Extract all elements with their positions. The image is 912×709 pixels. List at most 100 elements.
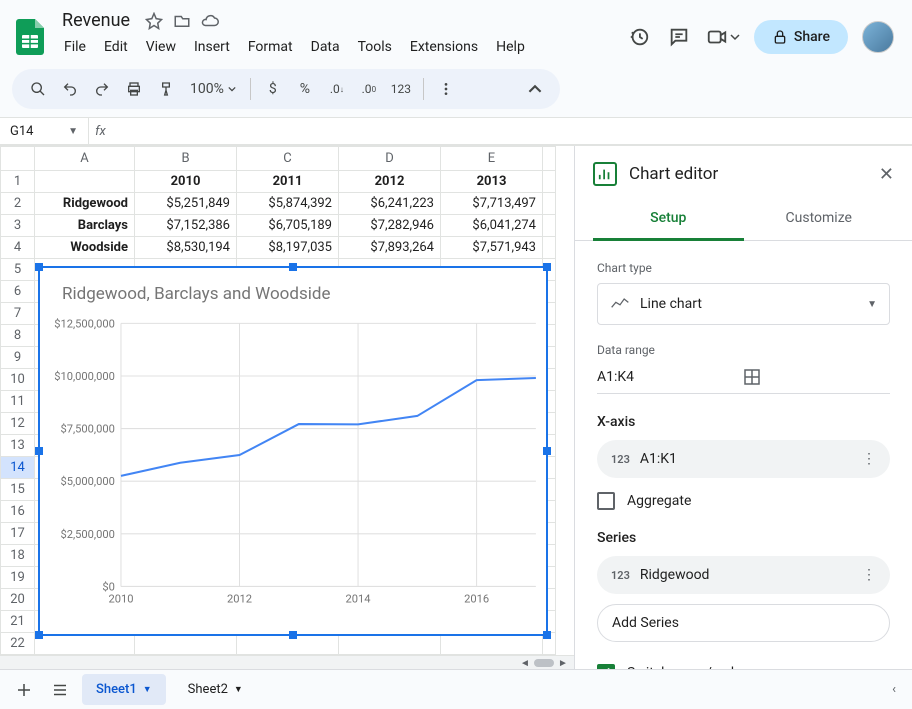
history-icon[interactable]	[626, 24, 652, 50]
row-header[interactable]: 20	[1, 589, 35, 611]
sheet-nav-left-icon[interactable]: ‹	[886, 682, 902, 697]
row-header[interactable]: 17	[1, 523, 35, 545]
number-format[interactable]: 123	[387, 75, 415, 103]
search-icon[interactable]	[24, 75, 52, 103]
cell[interactable]: $7,282,946	[339, 215, 441, 237]
menu-format[interactable]: Format	[240, 35, 301, 59]
col-header[interactable]: A	[35, 147, 135, 171]
select-range-icon[interactable]	[744, 369, 891, 385]
cloud-icon[interactable]	[200, 11, 220, 31]
row-header[interactable]: 21	[1, 611, 35, 633]
collapse-toolbar-icon[interactable]	[522, 82, 548, 96]
paint-format-icon[interactable]	[152, 75, 180, 103]
currency-icon[interactable]: $	[259, 75, 287, 103]
increase-decimal-icon[interactable]: .00	[355, 75, 383, 103]
row-header[interactable]: 2	[1, 193, 35, 215]
move-icon[interactable]	[172, 11, 192, 31]
avatar[interactable]	[862, 21, 894, 53]
zoom-select[interactable]: 100%	[184, 75, 242, 103]
redo-icon[interactable]	[88, 75, 116, 103]
cell[interactable]: Ridgewood	[35, 193, 135, 215]
row-header[interactable]: 10	[1, 369, 35, 391]
meet-icon[interactable]	[706, 24, 740, 50]
cell[interactable]: $6,705,189	[237, 215, 339, 237]
more-tools-icon[interactable]	[432, 75, 460, 103]
menu-help[interactable]: Help	[488, 35, 533, 59]
series-chip[interactable]: 123 Ridgewood ⋮	[597, 556, 890, 594]
cell[interactable]: $7,893,264	[339, 237, 441, 259]
menu-data[interactable]: Data	[303, 35, 348, 59]
decrease-decimal-icon[interactable]: .0↓	[323, 75, 351, 103]
row-header[interactable]: 8	[1, 325, 35, 347]
cell[interactable]: 2013	[441, 171, 543, 193]
close-icon[interactable]: ✕	[879, 164, 894, 185]
menu-insert[interactable]: Insert	[186, 35, 238, 59]
cell[interactable]: $5,874,392	[237, 193, 339, 215]
chart-type-select[interactable]: Line chart ▼	[597, 283, 890, 325]
row-header[interactable]: 11	[1, 391, 35, 413]
more-icon[interactable]: ⋮	[862, 567, 876, 583]
undo-icon[interactable]	[56, 75, 84, 103]
sheets-logo[interactable]	[12, 19, 48, 55]
sheet-tab-1[interactable]: Sheet1▼	[82, 674, 166, 705]
row-header[interactable]: 6	[1, 281, 35, 303]
row-header[interactable]: 5	[1, 259, 35, 281]
percent-icon[interactable]: %	[291, 75, 319, 103]
row-header[interactable]: 18	[1, 545, 35, 567]
row-header[interactable]: 3	[1, 215, 35, 237]
aggregate-checkbox[interactable]	[597, 492, 615, 510]
row-header[interactable]: 9	[1, 347, 35, 369]
cell[interactable]: 2010	[135, 171, 237, 193]
h-scrollbar[interactable]: ◄ ►	[0, 655, 574, 669]
cell[interactable]: $7,152,386	[135, 215, 237, 237]
switch-rows-checkbox[interactable]: ✓	[597, 664, 615, 669]
menu-view[interactable]: View	[138, 35, 184, 59]
cell[interactable]: $7,571,943	[441, 237, 543, 259]
add-series-button[interactable]: Add Series	[597, 604, 890, 642]
tab-setup[interactable]: Setup	[593, 198, 744, 241]
row-header[interactable]: 4	[1, 237, 35, 259]
doc-title[interactable]: Revenue	[56, 8, 136, 33]
add-sheet-icon[interactable]	[10, 676, 38, 704]
cell[interactable]: $5,251,849	[135, 193, 237, 215]
cell[interactable]: $6,041,274	[441, 215, 543, 237]
row-header[interactable]: 22	[1, 633, 35, 655]
menu-edit[interactable]: Edit	[96, 35, 136, 59]
menu-extensions[interactable]: Extensions	[402, 35, 486, 59]
row-header[interactable]: 15	[1, 479, 35, 501]
cell[interactable]: $8,197,035	[237, 237, 339, 259]
tab-customize[interactable]: Customize	[744, 198, 895, 240]
menu-tools[interactable]: Tools	[350, 35, 400, 59]
col-header[interactable]: E	[441, 147, 543, 171]
sheet-tab-2[interactable]: Sheet2▼	[174, 674, 257, 705]
xaxis-chip[interactable]: 123 A1:K1 ⋮	[597, 440, 890, 478]
cell[interactable]: 2011	[237, 171, 339, 193]
cell[interactable]: $7,713,497	[441, 193, 543, 215]
row-header[interactable]: 19	[1, 567, 35, 589]
row-header[interactable]: 16	[1, 501, 35, 523]
row-header[interactable]: 12	[1, 413, 35, 435]
col-header[interactable]: C	[237, 147, 339, 171]
cell[interactable]: $6,241,223	[339, 193, 441, 215]
name-box[interactable]: G14 ▼	[0, 124, 88, 139]
row-header[interactable]: 7	[1, 303, 35, 325]
col-header[interactable]: B	[135, 147, 237, 171]
print-icon[interactable]	[120, 75, 148, 103]
comments-icon[interactable]	[666, 24, 692, 50]
more-icon[interactable]: ⋮	[862, 451, 876, 467]
select-all-corner[interactable]	[1, 147, 35, 171]
menu-file[interactable]: File	[56, 35, 94, 59]
star-icon[interactable]	[144, 11, 164, 31]
row-header[interactable]: 14	[1, 457, 35, 479]
cell[interactable]	[35, 171, 135, 193]
embedded-chart[interactable]: Ridgewood, Barclays and Woodside $0$2,50…	[38, 266, 548, 636]
col-header[interactable]: D	[339, 147, 441, 171]
row-header[interactable]: 13	[1, 435, 35, 457]
data-range-input[interactable]: A1:K4	[597, 369, 744, 385]
share-button[interactable]: Share	[754, 20, 848, 54]
cell[interactable]: 2012	[339, 171, 441, 193]
cell[interactable]: Woodside	[35, 237, 135, 259]
all-sheets-icon[interactable]	[46, 676, 74, 704]
cell[interactable]: Barclays	[35, 215, 135, 237]
row-header[interactable]: 1	[1, 171, 35, 193]
